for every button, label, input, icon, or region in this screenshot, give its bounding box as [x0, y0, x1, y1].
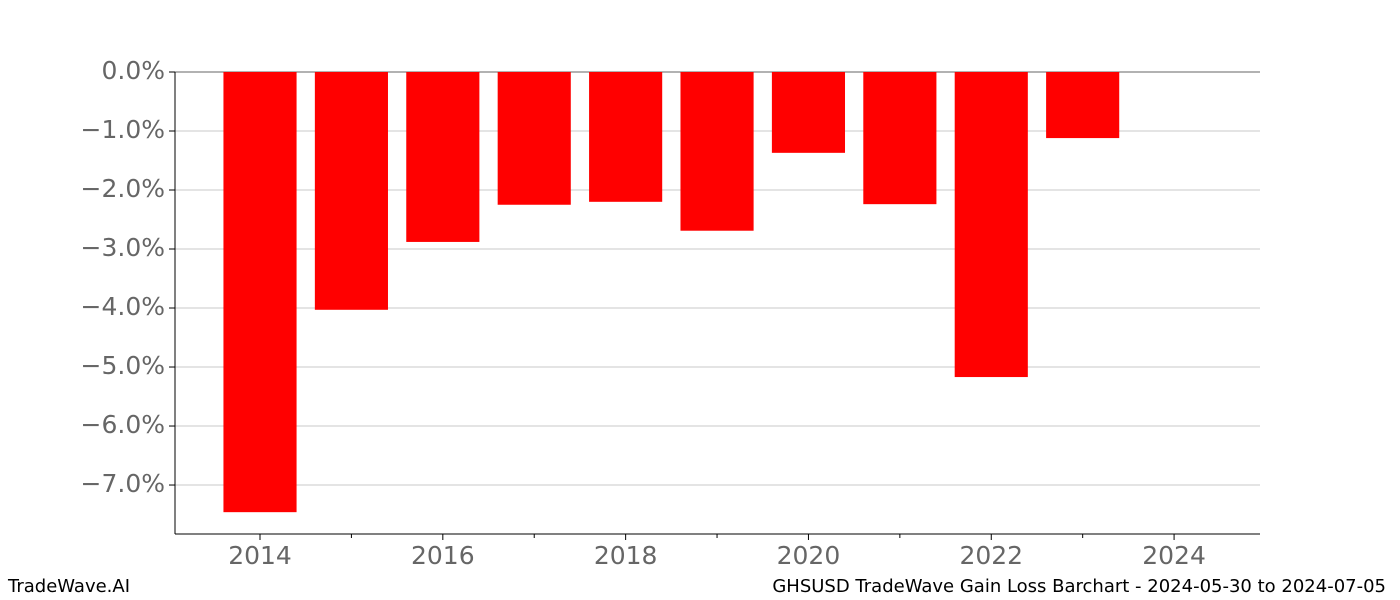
footer-right: GHSUSD TradeWave Gain Loss Barchart - 20… — [772, 576, 1386, 597]
y-tick-label: −2.0% — [81, 174, 165, 203]
x-tick-label: 2024 — [1142, 541, 1206, 570]
bar — [223, 72, 297, 513]
bar — [863, 72, 937, 205]
bar — [680, 72, 754, 231]
y-tick-label: −4.0% — [81, 292, 165, 321]
y-tick-label: −6.0% — [81, 410, 165, 439]
y-tick-label: 0.0% — [101, 56, 165, 85]
y-tick-label: −5.0% — [81, 351, 165, 380]
x-tick-label: 2022 — [959, 541, 1023, 570]
bar — [406, 72, 480, 242]
y-tick-label: −3.0% — [81, 233, 165, 262]
bar — [497, 72, 571, 205]
bar — [589, 72, 663, 202]
x-tick-label: 2020 — [777, 541, 841, 570]
x-tick-label: 2018 — [594, 541, 658, 570]
footer-left: TradeWave.AI — [7, 576, 130, 597]
bar — [314, 72, 388, 310]
y-tick-label: −7.0% — [81, 469, 165, 498]
x-tick-label: 2014 — [228, 541, 292, 570]
bar — [771, 72, 846, 153]
x-tick-label: 2016 — [411, 541, 475, 570]
bar — [1046, 72, 1120, 139]
bar — [954, 72, 1028, 378]
y-tick-label: −1.0% — [81, 115, 165, 144]
